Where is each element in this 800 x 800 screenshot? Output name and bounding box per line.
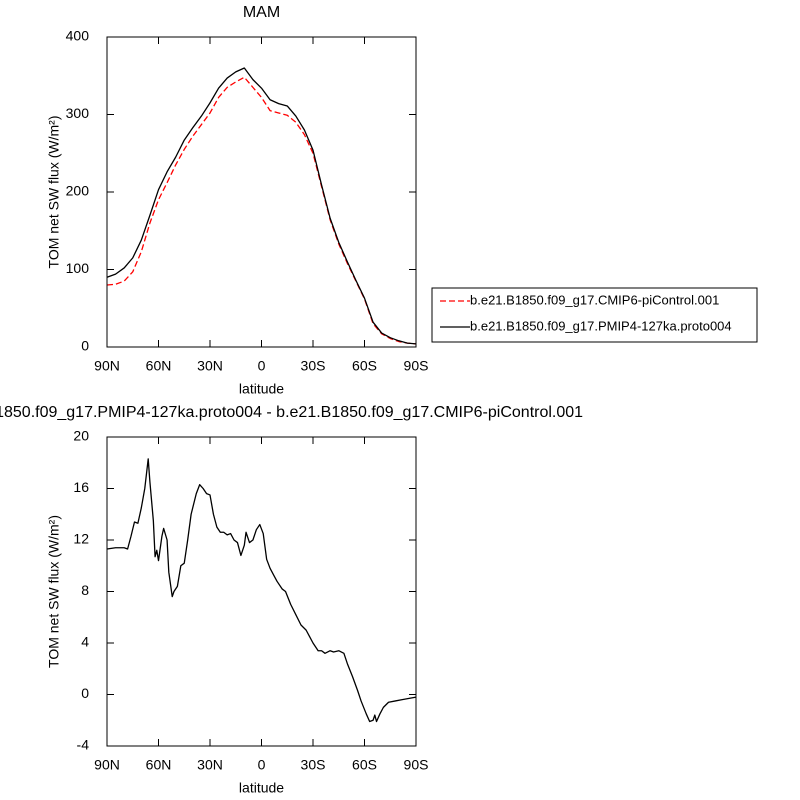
x-tick-label: 90S — [404, 757, 429, 773]
x-tick-label: 0 — [258, 757, 266, 773]
y-tick-label: 0 — [81, 338, 89, 354]
y-tick-label: -4 — [77, 737, 90, 753]
legend-label: b.e21.B1850.f09_g17.CMIP6-piControl.001 — [470, 292, 719, 307]
x-tick-label: 30S — [301, 358, 326, 374]
x-tick-label: 30N — [197, 757, 223, 773]
chart-title: MAM — [243, 4, 280, 21]
x-tick-label: 30N — [197, 358, 223, 374]
y-tick-label: 8 — [81, 582, 89, 598]
y-tick-label: 16 — [73, 479, 89, 495]
y-tick-label: 20 — [73, 428, 89, 444]
plot-frame — [106, 436, 417, 747]
x-axis-label: latitude — [239, 780, 284, 796]
x-axis-label: latitude — [239, 381, 284, 397]
y-tick-label: 100 — [66, 260, 90, 276]
x-tick-label: 60N — [146, 757, 172, 773]
x-tick-label: 30S — [301, 757, 326, 773]
x-tick-label: 0 — [258, 358, 266, 374]
y-tick-label: 0 — [81, 685, 89, 701]
legend-label: b.e21.B1850.f09_g17.PMIP4-127ka.proto004 — [470, 318, 732, 333]
y-tick-label: 4 — [81, 634, 89, 650]
y-tick-label: 200 — [66, 183, 90, 199]
y-axis-label: TOM net SW flux (W/m²) — [46, 116, 62, 269]
legend-box — [431, 287, 758, 343]
y-axis-label: TOM net SW flux (W/m²) — [46, 515, 62, 668]
y-tick-label: 12 — [73, 531, 89, 547]
data-line — [106, 76, 417, 345]
x-tick-label: 60S — [352, 757, 377, 773]
chart-title: b.e21.B1850.f09_g17.PMIP4-127ka.proto004… — [0, 404, 583, 421]
x-tick-label: 90N — [94, 757, 120, 773]
y-tick-label: 400 — [66, 28, 90, 44]
y-tick-label: 300 — [66, 105, 90, 121]
x-tick-label: 90N — [94, 358, 120, 374]
x-tick-label: 90S — [404, 358, 429, 374]
data-line — [106, 458, 417, 723]
data-line — [106, 67, 417, 345]
x-tick-label: 60N — [146, 358, 172, 374]
x-tick-label: 60S — [352, 358, 377, 374]
plot-frame — [106, 36, 417, 348]
